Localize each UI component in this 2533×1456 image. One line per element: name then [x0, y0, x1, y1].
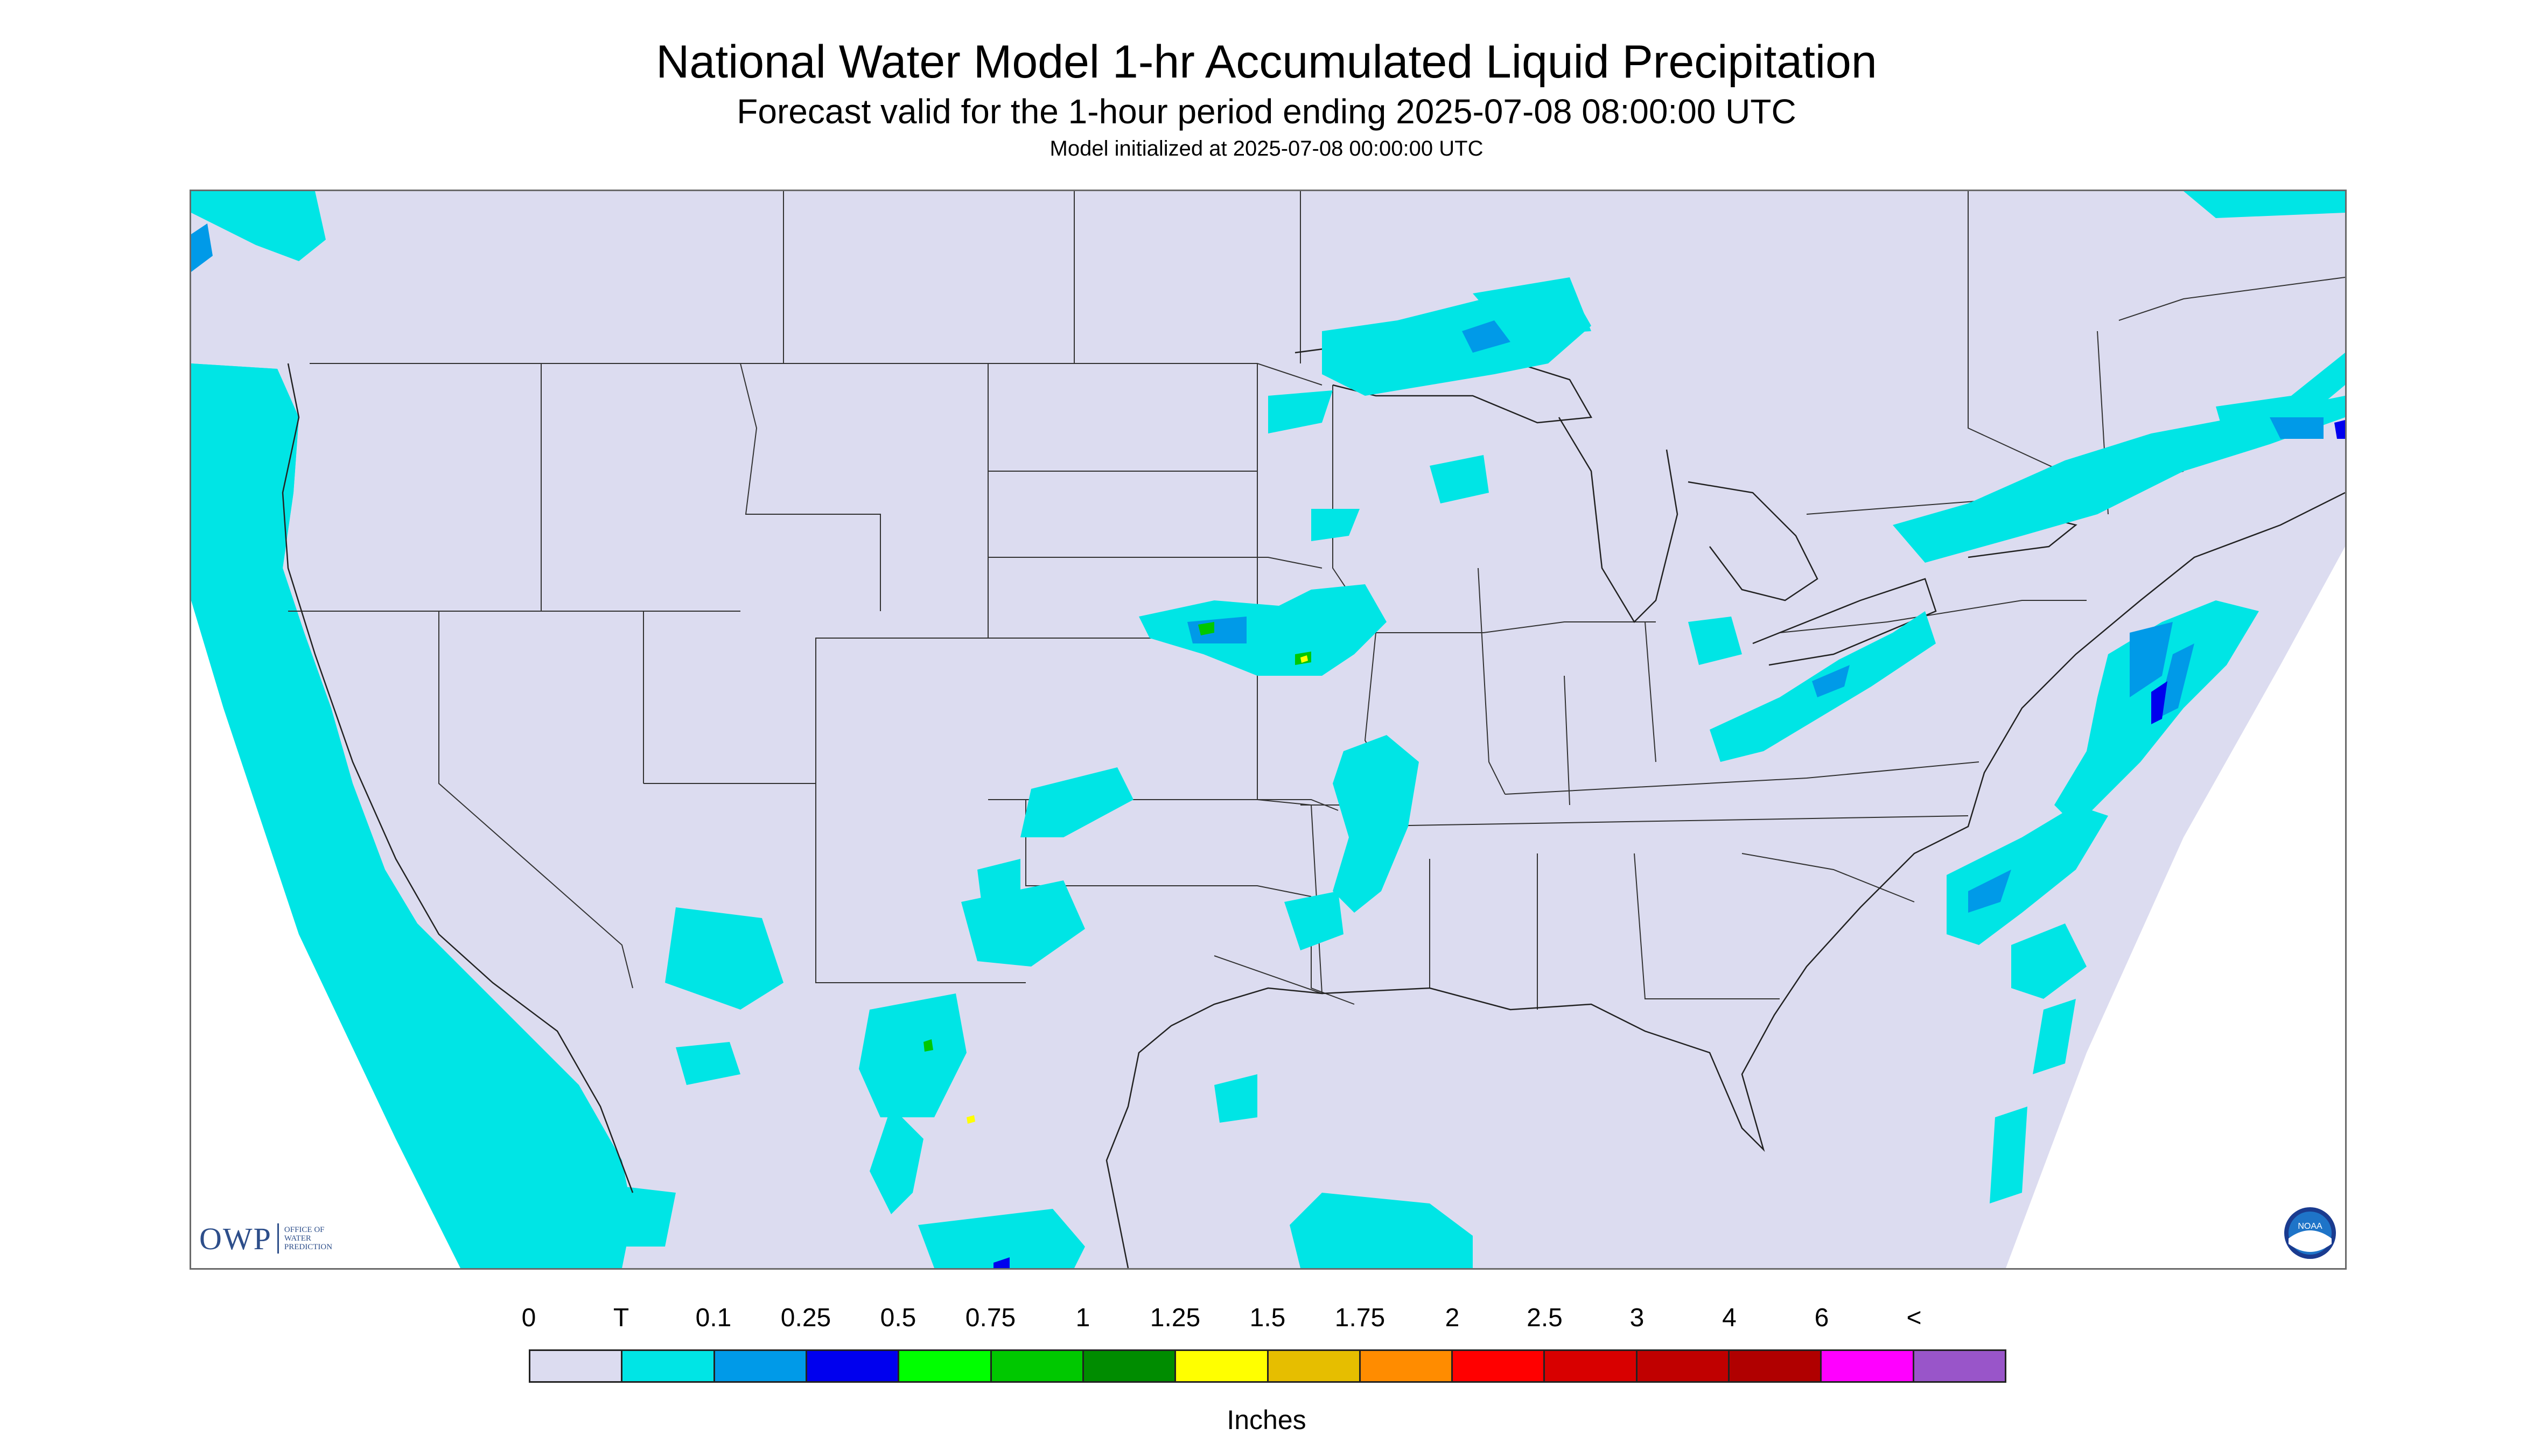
legend-swatch: [1453, 1351, 1545, 1381]
legend-swatch: [1268, 1351, 1361, 1381]
legend-label: 1.5: [1249, 1304, 1286, 1332]
legend-label: 3: [1629, 1304, 1645, 1332]
legend-label: 0.75: [965, 1304, 1016, 1332]
legend-label: 2: [1445, 1304, 1460, 1332]
legend-swatch: [991, 1351, 1084, 1381]
legend-label: 0.5: [880, 1304, 916, 1332]
owp-logo-line3: PREDICTION: [284, 1243, 333, 1251]
legend-label: 0: [521, 1304, 536, 1332]
legend-label: <: [1906, 1304, 1922, 1332]
model-init-line: Model initialized at 2025-07-08 00:00:00…: [1049, 137, 1484, 160]
outside-domain-east: [2006, 547, 2345, 1268]
legend-swatch: [530, 1351, 623, 1381]
legend-swatch: [807, 1351, 900, 1381]
legend-label: T: [613, 1304, 629, 1332]
coastlines: [282, 341, 2345, 1268]
legend-label: 6: [1814, 1304, 1829, 1332]
owp-logo-text: OFFICE OF WATER PREDICTION: [284, 1226, 332, 1251]
map-title: National Water Model 1-hr Accumulated Li…: [656, 36, 1877, 88]
precip-areas-yellow: [967, 655, 1308, 1124]
state-boundaries: [288, 191, 2345, 1010]
legend-swatch: [1360, 1351, 1453, 1381]
owp-logo-divider: [277, 1223, 279, 1254]
legend-swatch: [622, 1351, 715, 1381]
noaa-logo: NOAA: [2284, 1207, 2336, 1259]
legend-label: 2.5: [1527, 1304, 1563, 1332]
legend-label: 0.25: [780, 1304, 831, 1332]
legend-swatch: [715, 1351, 807, 1381]
legend-units: Inches: [1227, 1405, 1306, 1435]
legend-swatch: [1914, 1351, 2005, 1381]
precipitation-map: [190, 190, 2347, 1270]
owp-logo-line2: WATER: [284, 1234, 311, 1243]
owp-logo: OWP OFFICE OF WATER PREDICTION: [199, 1221, 332, 1256]
legend-labels: 0 T 0.1 0.25 0.5 0.75 1 1.25 1.5 1.75 2 2.5 3 4 6 <: [0, 1303, 2533, 1335]
legend-swatch: [1083, 1351, 1177, 1381]
noaa-logo-text: NOAA: [2298, 1222, 2322, 1231]
owp-logo-line1: OFFICE OF: [284, 1226, 325, 1234]
legend-label: 4: [1722, 1304, 1737, 1332]
legend-label: 1.75: [1334, 1304, 1386, 1332]
legend-label: 0.1: [695, 1304, 732, 1332]
precip-west-coast-heavy: [191, 223, 213, 272]
legend-swatch: [1176, 1351, 1269, 1381]
outside-domain-west: [191, 600, 460, 1268]
precip-areas-heavy: [993, 420, 2345, 1268]
legend-swatch: [1730, 1351, 1822, 1381]
legend-swatch: [1545, 1351, 1638, 1381]
legend-swatch: [1637, 1351, 1730, 1381]
precip-west-edge: [191, 363, 633, 1268]
owp-logo-abbrev: OWP: [199, 1221, 272, 1256]
legend-swatch: [1822, 1351, 1914, 1381]
legend-label: 1.25: [1150, 1304, 1201, 1332]
legend-colorbar: [529, 1349, 2006, 1383]
precip-areas-medium: [1187, 320, 2324, 913]
legend-swatch: [899, 1351, 992, 1381]
map-subtitle: Forecast valid for the 1-hour period end…: [737, 92, 1796, 131]
precip-areas-peak: [923, 622, 1311, 1052]
map-canvas: [191, 191, 2345, 1268]
legend-label: 1: [1075, 1304, 1090, 1332]
